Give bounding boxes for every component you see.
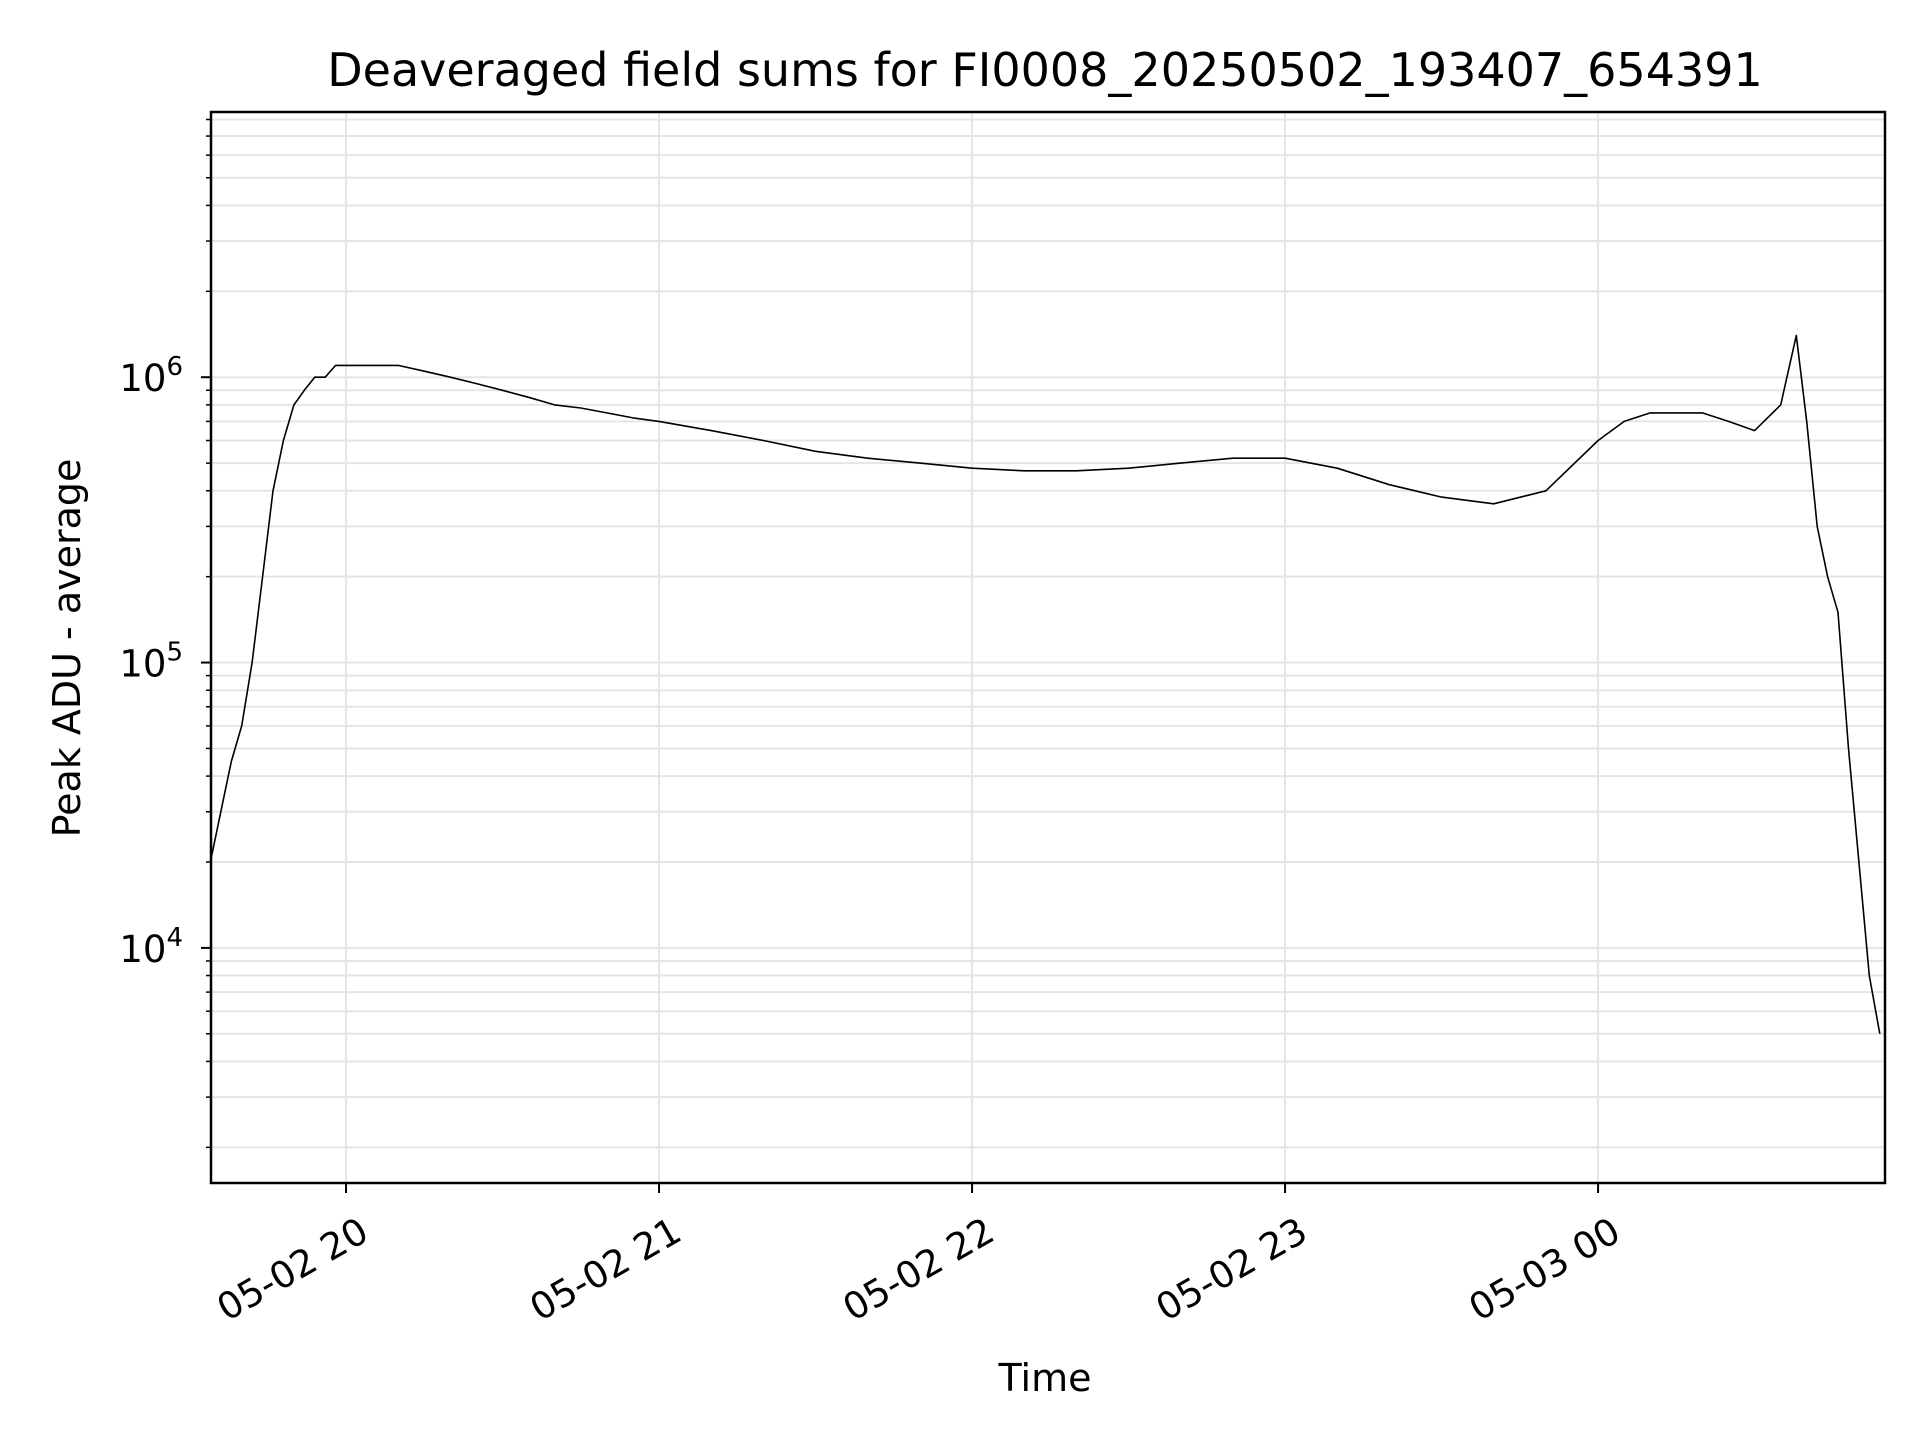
y-tick-label: 104	[119, 923, 183, 971]
plot-frame	[209, 110, 1887, 1185]
y-tick-exponent: 5	[166, 638, 183, 668]
y-tick-exponent: 6	[166, 352, 183, 382]
x-axis-label: Time	[998, 1356, 1092, 1400]
y-tick-base: 10	[119, 357, 166, 400]
y-tick-label: 106	[119, 352, 183, 400]
y-tick-base: 10	[119, 643, 166, 686]
y-tick-label: 105	[119, 638, 183, 686]
series-layer	[209, 334, 1881, 1034]
chart-title: Deaveraged field sums for FI0008_2025050…	[327, 43, 1763, 97]
series-line-0	[209, 334, 1881, 1034]
y-tick-base: 10	[119, 928, 166, 971]
grid	[211, 112, 1885, 1183]
y-axis-label: Peak ADU - average	[45, 459, 89, 838]
y-tick-exponent: 4	[166, 923, 183, 953]
